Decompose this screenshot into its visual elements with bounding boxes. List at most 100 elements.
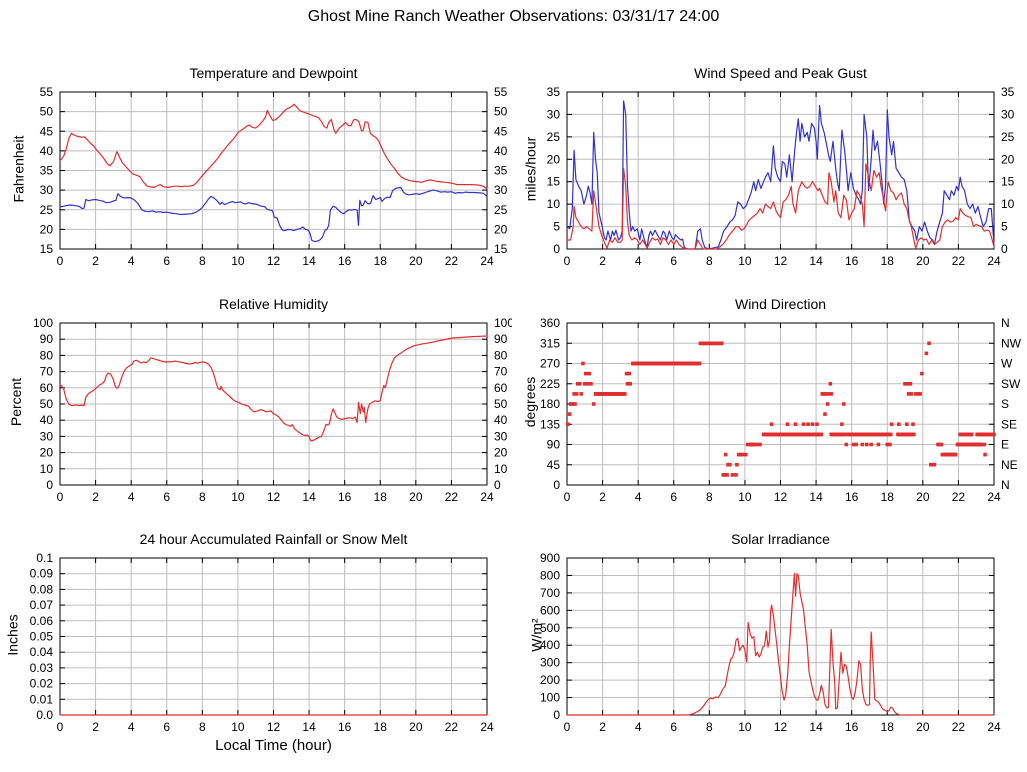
svg-text:20: 20 [1001,152,1015,166]
svg-text:18: 18 [374,490,388,504]
svg-text:55: 55 [494,85,508,99]
svg-text:12: 12 [267,254,281,268]
svg-text:15: 15 [1001,175,1015,189]
svg-text:14: 14 [809,490,823,504]
svg-text:90: 90 [547,438,561,452]
svg-text:18: 18 [374,720,388,734]
svg-text:800: 800 [540,568,560,582]
svg-text:22: 22 [952,254,966,268]
svg-text:14: 14 [302,254,316,268]
svg-text:SW: SW [1001,377,1021,391]
svg-text:12: 12 [774,490,788,504]
svg-text:20: 20 [916,720,930,734]
svg-text:24: 24 [987,490,1001,504]
svg-text:30: 30 [494,429,508,443]
svg-text:16: 16 [338,720,352,734]
svg-text:W: W [1001,357,1013,371]
svg-text:24: 24 [480,490,494,504]
svg-text:5: 5 [1001,220,1008,234]
svg-text:10: 10 [231,490,245,504]
svg-text:10: 10 [547,197,561,211]
svg-text:18: 18 [881,254,895,268]
svg-text:0.06: 0.06 [30,614,54,628]
svg-text:22: 22 [445,490,459,504]
page-title: Ghost Mine Ranch Weather Observations: 0… [307,8,720,25]
svg-text:10: 10 [738,720,752,734]
svg-text:60: 60 [40,381,54,395]
svg-text:8: 8 [199,490,206,504]
svg-text:0.03: 0.03 [30,661,54,675]
svg-text:0: 0 [494,478,501,492]
svg-text:270: 270 [540,357,560,371]
svg-text:2: 2 [92,720,99,734]
svg-text:80: 80 [40,348,54,362]
svg-text:22: 22 [952,490,966,504]
svg-text:0.02: 0.02 [30,677,54,691]
svg-text:14: 14 [809,720,823,734]
svg-text:2: 2 [599,490,606,504]
svg-text:0: 0 [57,720,64,734]
svg-text:20: 20 [916,254,930,268]
svg-text:10: 10 [40,462,54,476]
svg-text:10: 10 [494,462,508,476]
svg-text:20: 20 [409,490,423,504]
svg-text:20: 20 [409,254,423,268]
svg-text:100: 100 [540,691,560,705]
svg-text:15: 15 [40,242,54,256]
svg-text:E: E [1001,438,1009,452]
chart-title: Temperature and Dewpoint [189,65,358,81]
svg-text:400: 400 [540,638,560,652]
svg-text:80: 80 [494,348,508,362]
svg-text:2: 2 [599,254,606,268]
svg-text:0.04: 0.04 [30,645,54,659]
svg-text:0: 0 [57,254,64,268]
svg-text:50: 50 [494,397,508,411]
svg-text:200: 200 [540,673,560,687]
svg-text:12: 12 [267,720,281,734]
svg-text:25: 25 [494,203,508,217]
chart-title: Wind Direction [734,296,827,312]
svg-text:18: 18 [881,720,895,734]
svg-text:4: 4 [128,720,135,734]
svg-text:8: 8 [706,490,713,504]
svg-text:10: 10 [738,254,752,268]
svg-text:30: 30 [1001,107,1015,121]
svg-text:35: 35 [1001,85,1015,99]
svg-text:0.08: 0.08 [30,582,54,596]
svg-text:12: 12 [774,720,788,734]
svg-text:0.05: 0.05 [30,630,54,644]
svg-text:24: 24 [480,254,494,268]
svg-text:35: 35 [547,85,561,99]
svg-text:30: 30 [40,429,54,443]
svg-text:2: 2 [92,490,99,504]
svg-text:30: 30 [494,183,508,197]
svg-text:40: 40 [40,413,54,427]
svg-text:0: 0 [46,478,53,492]
svg-text:10: 10 [738,490,752,504]
svg-text:35: 35 [40,164,54,178]
svg-text:4: 4 [128,254,135,268]
svg-text:10: 10 [231,720,245,734]
svg-text:0: 0 [553,478,560,492]
svg-text:45: 45 [547,458,561,472]
svg-text:16: 16 [845,720,859,734]
svg-text:4: 4 [635,254,642,268]
svg-text:0.09: 0.09 [30,567,54,581]
svg-text:50: 50 [40,105,54,119]
svg-text:45: 45 [494,124,508,138]
x-axis-title: Local Time (hour) [215,737,332,754]
svg-text:6: 6 [163,720,170,734]
svg-text:20: 20 [547,152,561,166]
svg-text:20: 20 [916,490,930,504]
svg-text:14: 14 [302,720,316,734]
chart-temperature-dewpoint: Temperature and Dewpoint Fahrenheit 15 15… [0,58,512,288]
svg-text:16: 16 [845,490,859,504]
svg-text:2: 2 [92,254,99,268]
svg-text:0: 0 [564,490,571,504]
svg-text:NW: NW [1001,336,1022,350]
svg-text:0: 0 [564,720,571,734]
svg-text:70: 70 [40,365,54,379]
